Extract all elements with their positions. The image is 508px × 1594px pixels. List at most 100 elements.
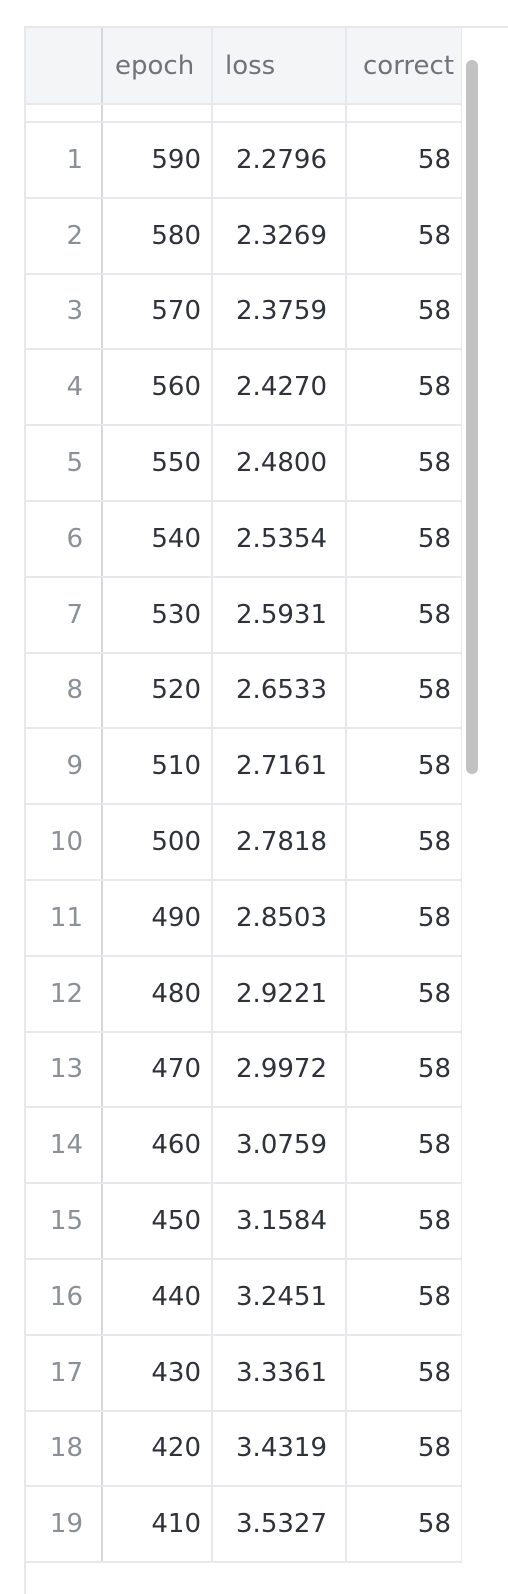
epoch-cell[interactable]: 510 [102,728,213,806]
loss-cell[interactable]: 2.3759 [212,273,347,351]
table-row[interactable]: 15 450 3.1584 58 [26,1183,463,1260]
column-header-loss[interactable]: loss [212,28,347,105]
epoch-cell[interactable]: 410 [102,1486,213,1564]
correct-cell[interactable]: 58 [346,122,463,199]
table-row[interactable]: 5 550 2.4800 58 [26,425,463,502]
loss-cell[interactable]: 3.1584 [212,1183,347,1260]
correct-cell[interactable]: 58 [346,500,463,578]
table-row[interactable]: 10 500 2.7818 58 [26,804,463,881]
correct-cell[interactable]: 58 [346,1334,463,1412]
row-index-cell[interactable]: 12 [26,955,103,1033]
row-index-cell[interactable]: 18 [26,1410,103,1488]
correct-cell[interactable]: 58 [346,879,463,957]
epoch-cell[interactable]: 530 [102,576,213,654]
row-index-cell[interactable]: 13 [26,1031,103,1109]
column-header-correct[interactable]: correct [346,28,463,105]
loss-cell[interactable]: 2.2796 [212,122,347,199]
table-row[interactable]: 13 470 2.9972 58 [26,1031,463,1109]
loss-cell[interactable]: 2.5354 [212,500,347,578]
table-row[interactable]: 12 480 2.9221 58 [26,955,463,1033]
loss-cell[interactable]: 2.9972 [212,1031,347,1109]
correct-cell[interactable]: 58 [346,425,463,502]
epoch-cell[interactable]: 480 [102,955,213,1033]
row-index-cell[interactable]: 5 [26,425,103,502]
row-index-cell[interactable]: 9 [26,728,103,806]
row-index-cell[interactable]: 2 [26,197,103,275]
correct-cell[interactable]: 58 [346,273,463,351]
loss-cell[interactable]: 3.5327 [212,1486,347,1564]
table-row[interactable]: 2 580 2.3269 58 [26,197,463,275]
loss-cell[interactable]: 3.0759 [212,1107,347,1185]
correct-cell[interactable]: 58 [346,804,463,881]
loss-cell[interactable]: 2.5931 [212,576,347,654]
table-row[interactable]: 18 420 3.4319 58 [26,1410,463,1488]
table-row[interactable]: 16 440 3.2451 58 [26,1258,463,1336]
row-index-cell[interactable]: 11 [26,879,103,957]
epoch-cell[interactable]: 420 [102,1410,213,1488]
loss-cell[interactable]: 2.4800 [212,425,347,502]
row-index-cell[interactable]: 10 [26,804,103,881]
loss-cell[interactable]: 2.7818 [212,804,347,881]
table-row[interactable]: 17 430 3.3361 58 [26,1334,463,1412]
epoch-cell[interactable]: 550 [102,425,213,502]
loss-cell[interactable]: 3.2451 [212,1258,347,1336]
column-header-epoch[interactable]: epoch [102,28,213,105]
loss-cell[interactable]: 3.4319 [212,1410,347,1488]
epoch-cell[interactable]: 460 [102,1107,213,1185]
row-index-cell[interactable]: 3 [26,273,103,351]
table-row[interactable]: 11 490 2.8503 58 [26,879,463,957]
epoch-cell[interactable]: 430 [102,1334,213,1412]
epoch-cell[interactable]: 450 [102,1183,213,1260]
table-row[interactable]: 14 460 3.0759 58 [26,1107,463,1185]
loss-cell[interactable]: 2.4270 [212,349,347,427]
row-index-cell[interactable]: 17 [26,1334,103,1412]
row-index-cell[interactable]: 15 [26,1183,103,1260]
epoch-cell[interactable]: 580 [102,197,213,275]
correct-cell[interactable]: 58 [346,955,463,1033]
loss-cell[interactable]: 2.3269 [212,197,347,275]
row-index-cell[interactable]: 19 [26,1486,103,1564]
correct-cell[interactable]: 58 [346,652,463,730]
epoch-cell[interactable]: 560 [102,349,213,427]
row-index-cell[interactable]: 16 [26,1258,103,1336]
table-row[interactable]: 6 540 2.5354 58 [26,500,463,578]
row-index-cell[interactable]: 8 [26,652,103,730]
row-index-cell[interactable]: 14 [26,1107,103,1185]
table-row[interactable]: 9 510 2.7161 58 [26,728,463,806]
correct-cell[interactable]: 58 [346,197,463,275]
correct-cell[interactable]: 58 [346,349,463,427]
epoch-cell[interactable]: 500 [102,804,213,881]
row-index-cell[interactable]: 4 [26,349,103,427]
row-index-cell[interactable]: 1 [26,122,103,199]
table-row[interactable]: 7 530 2.5931 58 [26,576,463,654]
vertical-scrollbar-thumb[interactable] [466,60,478,774]
epoch-cell[interactable]: 440 [102,1258,213,1336]
row-index-cell[interactable]: 6 [26,500,103,578]
table-row[interactable]: 19 410 3.5327 58 [26,1486,463,1564]
correct-cell[interactable]: 58 [346,576,463,654]
loss-cell[interactable]: 2.9221 [212,955,347,1033]
loss-cell[interactable]: 2.7161 [212,728,347,806]
epoch-cell[interactable]: 570 [102,273,213,351]
correct-cell[interactable]: 58 [346,1031,463,1109]
table-row[interactable]: 8 520 2.6533 58 [26,652,463,730]
table-row[interactable]: 3 570 2.3759 58 [26,273,463,351]
epoch-cell[interactable]: 520 [102,652,213,730]
table-row[interactable]: 1 590 2.2796 58 [26,122,463,199]
correct-cell[interactable]: 58 [346,1410,463,1488]
epoch-cell[interactable]: 470 [102,1031,213,1109]
column-header-index[interactable] [26,28,103,105]
row-index-cell[interactable]: 7 [26,576,103,654]
loss-cell[interactable]: 2.8503 [212,879,347,957]
epoch-cell[interactable]: 490 [102,879,213,957]
correct-cell[interactable]: 58 [346,1183,463,1260]
correct-cell[interactable]: 58 [346,728,463,806]
epoch-cell[interactable]: 590 [102,122,213,199]
correct-cell[interactable]: 58 [346,1107,463,1185]
epoch-cell[interactable]: 540 [102,500,213,578]
correct-cell[interactable]: 58 [346,1486,463,1564]
table-row[interactable]: 4 560 2.4270 58 [26,349,463,427]
correct-cell[interactable]: 58 [346,1258,463,1336]
loss-cell[interactable]: 2.6533 [212,652,347,730]
loss-cell[interactable]: 3.3361 [212,1334,347,1412]
